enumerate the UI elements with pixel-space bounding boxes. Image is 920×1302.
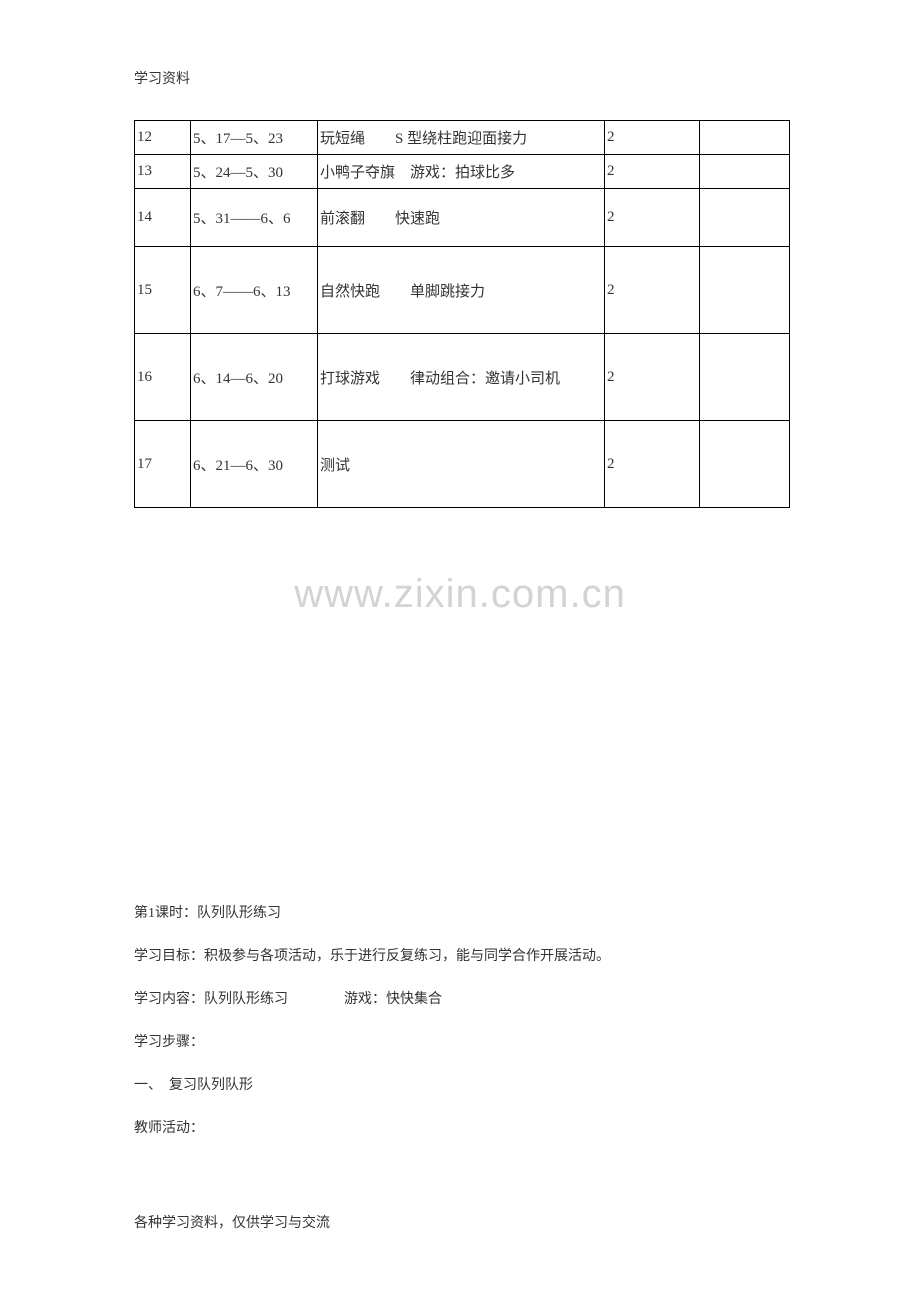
cell-hours: 2 (605, 247, 700, 334)
cell-week: 12 (135, 121, 191, 155)
cell-week: 15 (135, 247, 191, 334)
schedule-table: 12 5、17—5、23 玩短绳 S 型绕柱跑迎面接力 2 13 5、24—5、… (134, 120, 790, 508)
cell-hours: 2 (605, 421, 700, 508)
table-row: 12 5、17—5、23 玩短绳 S 型绕柱跑迎面接力 2 (135, 121, 790, 155)
table-row: 13 5、24—5、30 小鸭子夺旗 游戏：拍球比多 2 (135, 155, 790, 189)
cell-notes (700, 334, 790, 421)
lesson-title: 第1课时：队列队形练习 (134, 903, 786, 924)
cell-date: 6、7——6、13 (191, 247, 318, 334)
cell-date: 5、24—5、30 (191, 155, 318, 189)
lesson-steps-label: 学习步骤： (134, 1032, 786, 1053)
lesson-step-one: 一、 复习队列队形 (134, 1075, 786, 1096)
cell-hours: 2 (605, 189, 700, 247)
cell-week: 16 (135, 334, 191, 421)
table-row: 15 6、7——6、13 自然快跑 单脚跳接力 2 (135, 247, 790, 334)
cell-week: 14 (135, 189, 191, 247)
cell-notes (700, 189, 790, 247)
cell-notes (700, 421, 790, 508)
lesson-content: 学习内容：队列队形练习 游戏：快快集合 (134, 989, 786, 1010)
cell-week: 13 (135, 155, 191, 189)
cell-notes (700, 155, 790, 189)
footer-label: 各种学习资料，仅供学习与交流 (134, 1216, 330, 1231)
cell-content: 小鸭子夺旗 游戏：拍球比多 (318, 155, 605, 189)
cell-hours: 2 (605, 155, 700, 189)
lesson-section: 第1课时：队列队形练习 学习目标：积极参与各项活动，乐于进行反复练习，能与同学合… (134, 903, 786, 1139)
cell-content: 自然快跑 单脚跳接力 (318, 247, 605, 334)
cell-date: 6、21—6、30 (191, 421, 318, 508)
table-row: 14 5、31——6、6 前滚翻 快速跑 2 (135, 189, 790, 247)
cell-notes (700, 247, 790, 334)
cell-week: 17 (135, 421, 191, 508)
page-footer: 各种学习资料，仅供学习与交流 (134, 1212, 330, 1232)
table-row: 17 6、21—6、30 测试 2 (135, 421, 790, 508)
cell-date: 5、31——6、6 (191, 189, 318, 247)
cell-hours: 2 (605, 334, 700, 421)
cell-content: 前滚翻 快速跑 (318, 189, 605, 247)
cell-date: 5、17—5、23 (191, 121, 318, 155)
page-header: 学习资料 (134, 68, 786, 88)
header-label: 学习资料 (134, 72, 190, 87)
cell-content: 玩短绳 S 型绕柱跑迎面接力 (318, 121, 605, 155)
cell-date: 6、14—6、20 (191, 334, 318, 421)
cell-content: 打球游戏 律动组合：邀请小司机 (318, 334, 605, 421)
table-row: 16 6、14—6、20 打球游戏 律动组合：邀请小司机 2 (135, 334, 790, 421)
cell-hours: 2 (605, 121, 700, 155)
lesson-objective: 学习目标：积极参与各项活动，乐于进行反复练习，能与同学合作开展活动。 (134, 946, 786, 967)
cell-notes (700, 121, 790, 155)
cell-content: 测试 (318, 421, 605, 508)
lesson-teacher-label: 教师活动： (134, 1118, 786, 1139)
